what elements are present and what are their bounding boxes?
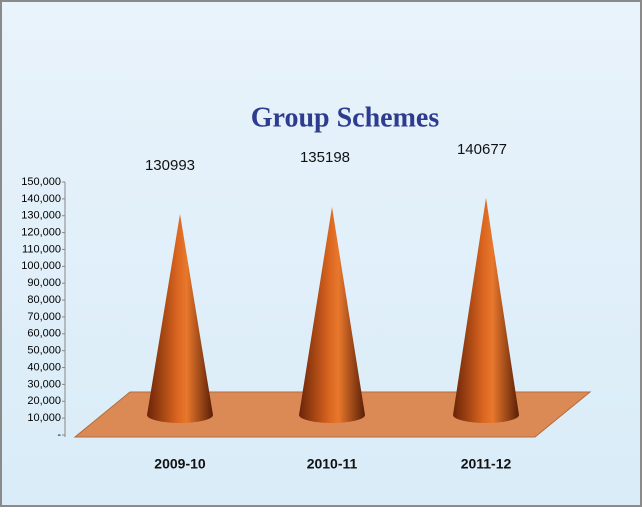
y-tick-label: 130,000 — [21, 210, 61, 222]
cone — [147, 214, 213, 423]
x-tick-label: 2011-12 — [461, 456, 512, 472]
y-tick-label: 30,000 — [27, 378, 61, 390]
value-label: 130993 — [145, 157, 195, 174]
cone — [299, 206, 365, 423]
x-tick-label: 2010-11 — [307, 456, 358, 472]
y-tick-label: 40,000 — [27, 361, 61, 373]
y-tick-label: 10,000 — [27, 412, 61, 424]
y-tick-label: 60,000 — [27, 328, 61, 340]
cone — [453, 197, 519, 423]
y-tick-label: 150,000 — [21, 176, 61, 188]
y-tick-label: 50,000 — [27, 345, 61, 357]
y-tick-label: 140,000 — [21, 193, 61, 205]
y-tick-label: 110,000 — [22, 243, 61, 255]
y-tick-label: 70,000 — [27, 311, 61, 323]
x-tick-label: 2009-10 — [154, 456, 206, 472]
value-label: 135198 — [300, 149, 350, 166]
y-tick-label: 20,000 — [27, 395, 61, 407]
chart-title: Group Schemes — [251, 102, 440, 133]
y-tick-label: 120,000 — [21, 227, 61, 239]
y-tick-label: 80,000 — [27, 294, 61, 306]
y-tick-label: 100,000 — [21, 260, 61, 272]
y-tick-label: 90,000 — [27, 277, 61, 289]
y-tick-label: - — [57, 429, 61, 441]
value-label: 140677 — [457, 141, 507, 158]
